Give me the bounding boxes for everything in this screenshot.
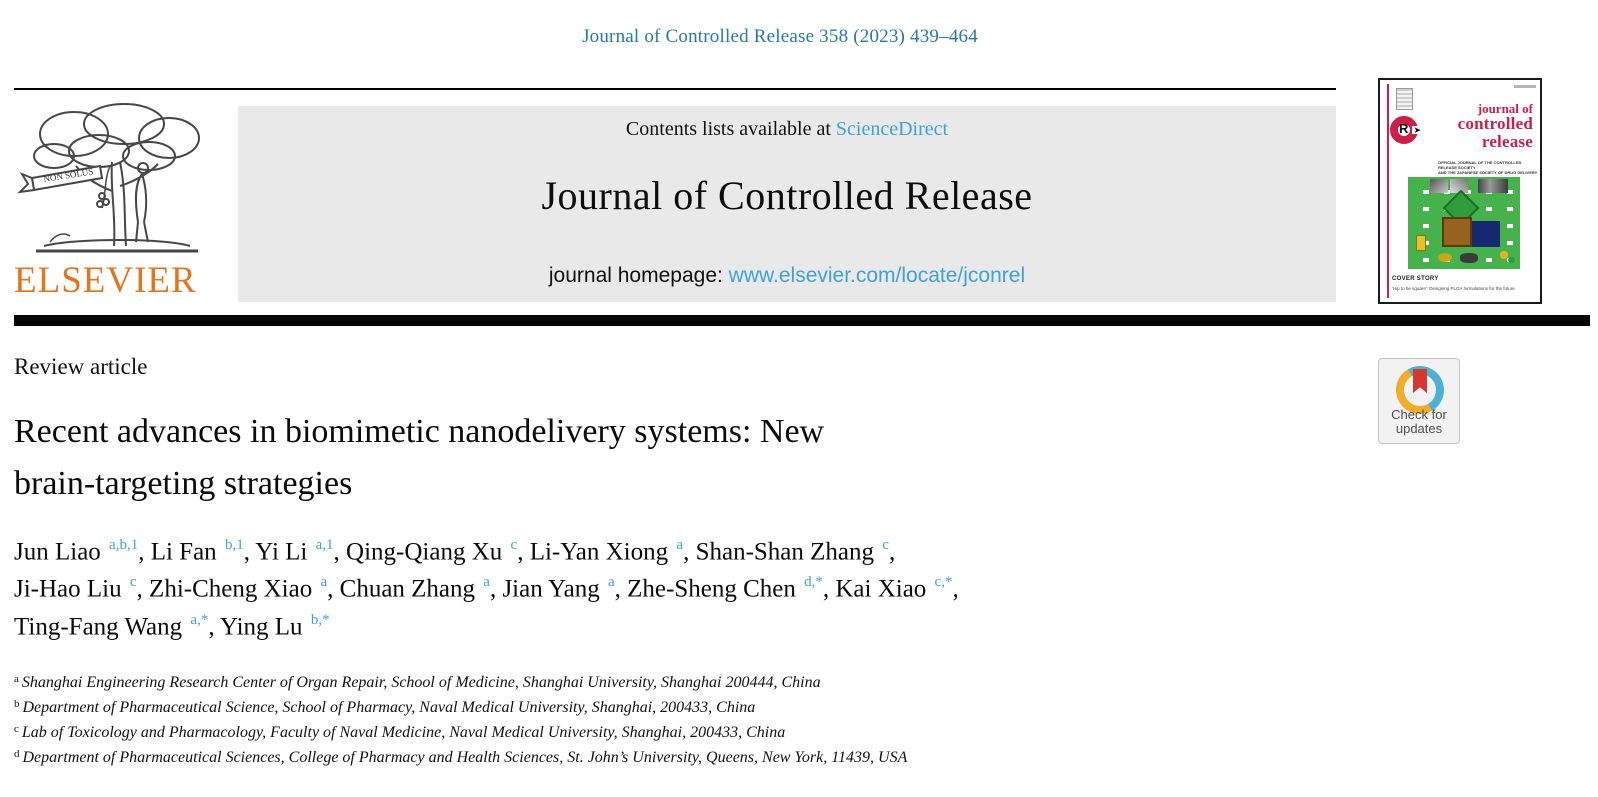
author-superscript: a,* (190, 611, 209, 628)
citation-link[interactable]: Journal of Controlled Release 358 (2023)… (582, 26, 978, 47)
affiliation-superscript: d (14, 748, 20, 760)
author-name: Ting-Fang Wang (14, 612, 189, 640)
check-for-updates-badge[interactable]: Check for updates (1378, 358, 1460, 444)
author-superscript: a,b,1 (109, 537, 139, 553)
author-name: Zhe-Sheng Chen (627, 575, 803, 603)
affiliation-text: Shanghai Engineering Research Center of … (21, 674, 821, 691)
cr-logo-letter: R (1399, 121, 1409, 136)
author-lines: Jun Liao a,b,1, Li Fan b,1, Yi Li a,1, Q… (14, 537, 1344, 650)
crossmark-bookmark-icon (1413, 369, 1427, 393)
cover-society-line1: OFFICIAL JOURNAL OF THE CONTROLLED RELEA… (1438, 160, 1522, 171)
author-name: Jian Yang (502, 575, 606, 603)
crossmark-ring-icon (1396, 366, 1444, 414)
section-divider-bar (14, 315, 1590, 326)
masthead-top-rule (14, 88, 1336, 90)
author-superscript: c (510, 537, 518, 553)
homepage-line: journal homepage: www.elsevier.com/locat… (238, 264, 1336, 288)
cover-art-micrograph (1442, 217, 1472, 247)
elsevier-tree-logo: NON SOLUS (17, 103, 200, 253)
affiliation-item: d Department of Pharmaceutical Sciences, … (14, 748, 1414, 767)
cr-logo-gap (1412, 126, 1420, 134)
author-line: Ji-Hao Liu c, Zhi-Cheng Xiao a, Chuan Zh… (14, 574, 959, 603)
elsevier-wordmark: ELSEVIER (14, 260, 197, 301)
affiliation-text: Department of Pharmaceutical Science, Sc… (22, 699, 756, 716)
cover-artwork (1408, 177, 1520, 269)
cover-art-detail (1500, 251, 1508, 259)
author-superscript: a,1 (315, 537, 334, 553)
cover-elsevier-mini-logo (1396, 88, 1413, 110)
article-title-line2: brain-targeting strategies (14, 465, 353, 502)
journal-title: Journal of Controlled Release (541, 173, 1033, 218)
cover-title-line2: controlled (1457, 114, 1533, 134)
author-name: Zhi-Cheng Xiao (149, 575, 319, 603)
cover-art-detail (1508, 257, 1515, 263)
cover-title-line1: journal of (1477, 101, 1533, 116)
author-name: Ying Lu (219, 612, 309, 640)
affiliation-item: c Lab of Toxicology and Pharmacology, Fac… (14, 723, 1414, 742)
author-superscript: a (320, 574, 328, 591)
sciencedirect-link[interactable]: ScienceDirect (835, 118, 949, 140)
affiliation-item: a Shanghai Engineering Research Center of… (14, 673, 1414, 692)
author-superscript: b,1 (224, 537, 244, 553)
homepage-prefix: journal homepage: (548, 264, 729, 287)
masthead-banner: Contents lists available at ScienceDirec… (238, 106, 1336, 302)
cover-story-text: 'Hip to be square': Designing PLGA formu… (1392, 286, 1515, 291)
article-title-line1: Recent advances in biomimetic nanodelive… (14, 413, 825, 450)
author-superscript: a (483, 574, 490, 591)
author-name: Ji-Hao Liu (14, 575, 128, 603)
homepage-url-link[interactable]: www.elsevier.com/locate/jconrel (728, 264, 1026, 287)
affiliation-item: b Department of Pharmaceutical Science, S… (14, 698, 1414, 717)
cover-issn-mark (1514, 85, 1536, 88)
cover-art-detail (1460, 253, 1478, 263)
author-name: Kai Xiao (835, 575, 933, 603)
badge-label-line1: Check for (1391, 407, 1447, 422)
author-superscript: d,* (804, 574, 823, 591)
contents-line: Contents lists available at ScienceDirec… (238, 118, 1336, 141)
elsevier-logo: NON SOLUS ELSEVIER (14, 96, 214, 302)
affiliation-superscript: a (14, 673, 19, 685)
cover-title-line3: release (1481, 131, 1533, 151)
cover-art-vial (1416, 235, 1426, 251)
cover-story-label: COVER STORY (1392, 276, 1439, 282)
author-line: Jun Liao a,b,1, Li Fan b,1, Yi Li a,1, Q… (14, 537, 896, 566)
cover-red-rule (1387, 84, 1389, 298)
author-name: Qing-Qiang Xu (346, 538, 509, 566)
non-solus-ribbon: NON SOLUS (17, 164, 104, 194)
cover-art-photo (1450, 179, 1468, 193)
author-name: Shan-Shan Zhang (695, 538, 881, 566)
cover-journal-title: journal of controlled release (1403, 102, 1533, 150)
author-line: Ting-Fang Wang a,*, Ying Lu b,* (14, 611, 330, 640)
check-for-updates-label: Check for updates (1379, 408, 1459, 436)
author-superscript: a (607, 574, 615, 591)
author-superscript: a (676, 537, 684, 553)
author-name: Chuan Zhang (339, 575, 482, 603)
author-superscript: b,* (310, 611, 330, 628)
cr-logo-arrow: ➤ (1413, 125, 1421, 135)
cover-art-photo (1478, 179, 1508, 193)
cover-art-photo (1430, 179, 1448, 193)
affiliation-list: a Shanghai Engineering Research Center of… (14, 673, 1414, 774)
author-name: Yi Li (255, 538, 314, 566)
contents-prefix: Contents lists available at (625, 118, 836, 140)
badge-label-line2: updates (1395, 421, 1443, 436)
article-title: Recent advances in biomimetic nanodelive… (14, 406, 1164, 510)
affiliation-text: Lab of Toxicology and Pharmacology, Facu… (21, 724, 786, 741)
cover-art-blue-panel (1472, 221, 1500, 247)
author-name: Li-Yan Xiong (529, 538, 675, 566)
author-superscript: c (882, 537, 889, 553)
author-name: Jun Liao (14, 538, 108, 566)
affiliation-superscript: c (14, 723, 19, 735)
author-superscript: c (129, 574, 137, 591)
journal-cover-thumbnail: journal of controlled release R ➤ OFFICI… (1378, 78, 1542, 304)
affiliation-superscript: b (14, 698, 20, 710)
cover-art-detail (1438, 253, 1452, 262)
affiliation-text: Department of Pharmaceutical Sciences, C… (22, 749, 908, 766)
controlled-release-society-logo: R ➤ (1390, 116, 1421, 144)
author-superscript: c,* (934, 574, 953, 591)
author-name: Li Fan (150, 538, 223, 566)
article-type-label: Review article (14, 354, 148, 379)
